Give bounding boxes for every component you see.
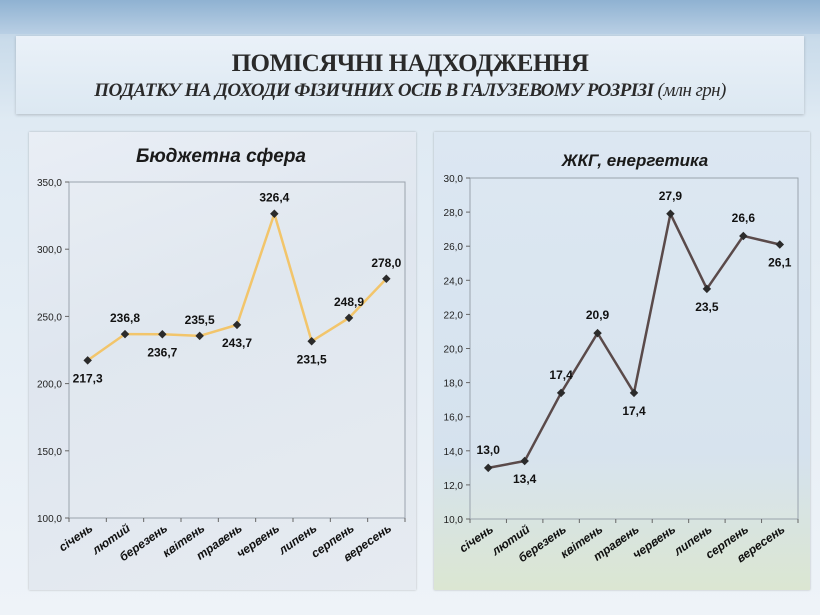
y-tick-label: 28,0	[444, 208, 464, 219]
data-point	[195, 331, 204, 341]
data-label: 26,1	[768, 255, 792, 269]
data-point	[483, 463, 493, 473]
data-label: 248,9	[334, 295, 364, 309]
chart-title: Бюджетна сфера	[136, 146, 306, 167]
data-label: 217,3	[73, 371, 103, 385]
data-label: 17,4	[549, 368, 573, 382]
data-label: 13,0	[477, 443, 501, 457]
y-tick-label: 300,0	[37, 245, 62, 256]
y-tick-label: 30,0	[444, 174, 464, 185]
y-tick-label: 24,0	[444, 276, 464, 287]
budget-chart-panel: Бюджетна сфера 100,0 150,0 200,0 250,0 300,0 3…	[29, 132, 416, 590]
plot-area	[68, 181, 406, 519]
y-tick-label: 150,0	[37, 447, 62, 458]
plot-area	[469, 177, 799, 520]
y-tick-label: 350,0	[37, 178, 62, 189]
y-tick-label: 26,0	[444, 242, 464, 253]
data-label: 243,7	[222, 336, 252, 350]
budget-chart: Бюджетна сфера 100,0 150,0 200,0 250,0 300,0 3…	[37, 146, 406, 564]
data-point	[702, 284, 712, 294]
data-point	[739, 231, 748, 241]
data-label: 236,8	[110, 311, 140, 325]
y-tick-label: 100,0	[37, 514, 62, 525]
data-label: 23,5	[695, 300, 719, 314]
data-point	[232, 320, 242, 330]
y-tick-label: 18,0	[444, 379, 464, 390]
data-label: 26,6	[732, 211, 756, 225]
data-label: 278,0	[371, 256, 401, 270]
utilities-chart: ЖКГ, енергетика 10,0 12,0 14,0 16,0 18,0 20,0 2…	[444, 151, 799, 565]
data-point	[593, 328, 602, 338]
data-label: 326,4	[259, 191, 289, 205]
chart-title: ЖКГ, енергетика	[561, 151, 708, 170]
y-tick-label: 14,0	[444, 447, 464, 458]
y-tick-label: 22,0	[444, 310, 464, 321]
data-label: 231,5	[297, 352, 327, 366]
data-point	[629, 388, 639, 398]
data-point	[120, 329, 130, 339]
y-tick-label: 250,0	[37, 312, 62, 323]
x-tick-label: січень	[56, 521, 95, 554]
data-label: 20,9	[586, 308, 610, 322]
x-tick-label: січень	[457, 522, 496, 555]
title-box	[16, 36, 804, 114]
data-point	[270, 209, 279, 218]
y-tick-label: 16,0	[444, 413, 464, 424]
y-tick-label: 10,0	[444, 515, 464, 526]
data-point	[666, 209, 675, 219]
x-tick-label: червень	[234, 521, 282, 561]
y-tick-label: 12,0	[444, 481, 464, 492]
data-point	[158, 330, 167, 339]
page-subtitle: ПОДАТКУ НА ДОХОДИ ФІЗИЧНИХ ОСІБ В ГАЛУЗЕ…	[0, 80, 820, 102]
subtitle-unit: (млн грн)	[657, 80, 727, 101]
data-point	[83, 356, 92, 365]
top-band	[0, 0, 820, 34]
data-point	[344, 313, 354, 323]
data-label: 235,5	[185, 313, 215, 327]
data-point	[520, 456, 529, 466]
y-tick-label: 200,0	[37, 380, 62, 391]
data-point	[556, 388, 566, 398]
subtitle-text: ПОДАТКУ НА ДОХОДИ ФІЗИЧНИХ ОСІБ В ГАЛУЗЕ…	[94, 80, 654, 101]
data-point	[382, 274, 391, 284]
page-title: ПОМІСЯЧНІ НАДХОДЖЕННЯ	[231, 50, 589, 77]
data-label: 27,9	[659, 189, 683, 203]
data-label: 236,7	[147, 345, 177, 359]
utilities-chart-panel: ЖКГ, енергетика 10,0 12,0 14,0 16,0 18,0 20,0 2…	[434, 132, 810, 590]
y-tick-label: 20,0	[444, 345, 464, 356]
data-label: 13,4	[513, 472, 537, 486]
data-label: 17,4	[622, 404, 646, 418]
